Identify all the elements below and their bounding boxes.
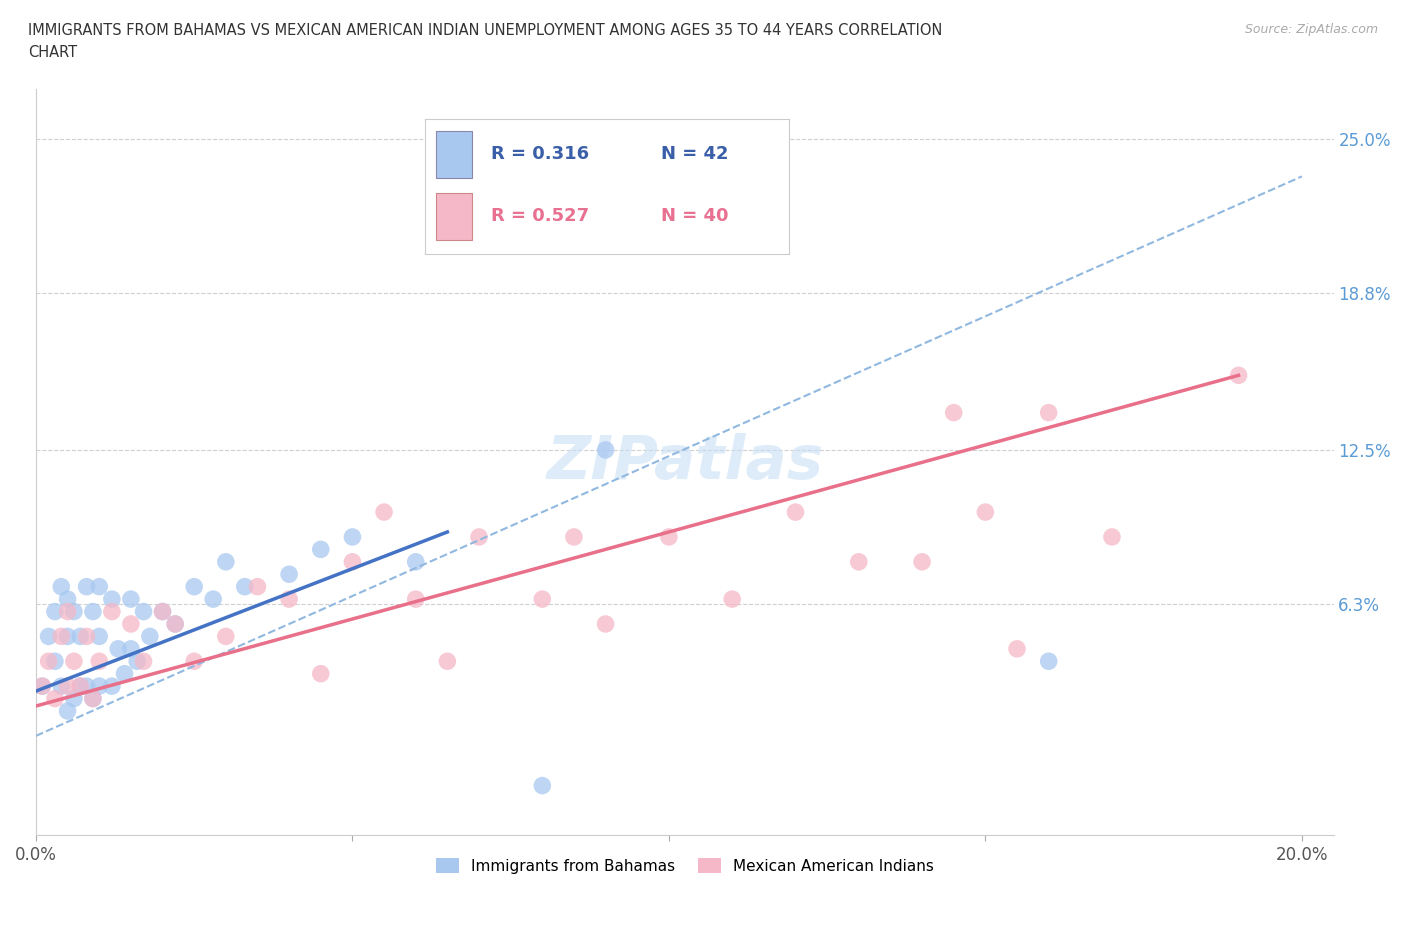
Point: [595, 617, 617, 631]
Point: [51, 629, 73, 644]
Point: [309, 666, 332, 681]
Point: [278, 591, 301, 606]
Point: [76, 629, 98, 644]
Point: [942, 405, 965, 420]
Point: [31, 679, 53, 694]
Point: [1227, 368, 1250, 383]
Point: [165, 617, 187, 631]
Point: [1038, 405, 1060, 420]
Point: [89, 579, 111, 594]
Point: [44, 654, 66, 669]
Point: [152, 604, 174, 619]
Point: [89, 629, 111, 644]
Point: [132, 654, 155, 669]
Point: [56, 629, 79, 644]
Point: [373, 505, 395, 520]
Point: [120, 591, 142, 606]
Point: [1101, 529, 1123, 544]
Point: [89, 654, 111, 669]
Point: [127, 654, 149, 669]
Point: [911, 554, 934, 569]
Point: [139, 629, 162, 644]
Point: [63, 654, 86, 669]
Point: [101, 679, 124, 694]
Text: ZIPatlas: ZIPatlas: [546, 432, 824, 492]
Point: [562, 529, 585, 544]
Point: [468, 529, 491, 544]
Point: [658, 529, 681, 544]
Point: [82, 604, 104, 619]
Point: [233, 579, 256, 594]
Point: [69, 629, 91, 644]
Point: [785, 505, 807, 520]
Point: [1005, 642, 1028, 657]
Point: [215, 554, 238, 569]
Point: [278, 566, 301, 581]
Point: [56, 604, 79, 619]
Point: [436, 654, 458, 669]
Point: [44, 691, 66, 706]
Point: [63, 604, 86, 619]
Point: [721, 591, 744, 606]
Point: [56, 704, 79, 719]
Point: [56, 591, 79, 606]
Point: [215, 629, 238, 644]
Point: [63, 691, 86, 706]
Point: [531, 778, 554, 793]
Point: [38, 629, 60, 644]
Point: [1038, 654, 1060, 669]
Point: [44, 604, 66, 619]
Point: [342, 554, 364, 569]
Point: [69, 679, 91, 694]
Point: [183, 654, 205, 669]
Point: [595, 443, 617, 458]
Point: [120, 617, 142, 631]
Point: [101, 604, 124, 619]
Point: [165, 617, 187, 631]
Point: [152, 604, 174, 619]
Point: [76, 579, 98, 594]
Point: [309, 542, 332, 557]
Point: [51, 579, 73, 594]
Point: [246, 579, 269, 594]
Point: [82, 691, 104, 706]
Point: [56, 679, 79, 694]
Text: IMMIGRANTS FROM BAHAMAS VS MEXICAN AMERICAN INDIAN UNEMPLOYMENT AMONG AGES 35 TO: IMMIGRANTS FROM BAHAMAS VS MEXICAN AMERI…: [28, 23, 942, 60]
Point: [114, 666, 136, 681]
Point: [51, 679, 73, 694]
Point: [38, 654, 60, 669]
Point: [183, 579, 205, 594]
Point: [202, 591, 225, 606]
Point: [848, 554, 870, 569]
Point: [405, 591, 427, 606]
Point: [69, 679, 91, 694]
Point: [531, 591, 554, 606]
Point: [89, 679, 111, 694]
Point: [132, 604, 155, 619]
Legend: Immigrants from Bahamas, Mexican American Indians: Immigrants from Bahamas, Mexican America…: [429, 852, 941, 880]
Point: [120, 642, 142, 657]
Point: [974, 505, 997, 520]
Text: Source: ZipAtlas.com: Source: ZipAtlas.com: [1244, 23, 1378, 36]
Point: [405, 554, 427, 569]
Point: [82, 691, 104, 706]
Point: [107, 642, 129, 657]
Point: [101, 591, 124, 606]
Point: [342, 529, 364, 544]
Point: [31, 679, 53, 694]
Point: [76, 679, 98, 694]
